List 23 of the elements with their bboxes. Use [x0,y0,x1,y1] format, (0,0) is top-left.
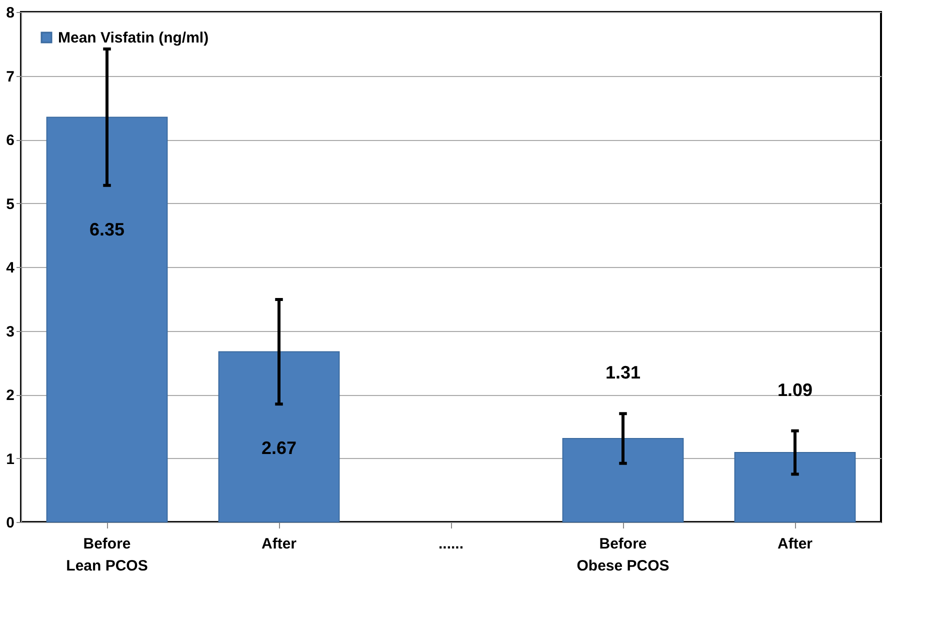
x-tick-label: ...... [438,536,464,552]
y-tick-label: 3 [6,323,14,340]
data-label: 6.35 [89,219,125,240]
y-tick-label: 6 [6,132,14,149]
bar [218,351,340,522]
data-label: 2.67 [261,438,297,458]
bar [46,116,168,522]
data-label: 1.09 [777,380,813,400]
data-label: 1.31 [605,362,641,383]
y-tick-label: 4 [6,260,16,276]
y-tick-label: 2 [6,387,14,404]
bar [562,438,684,522]
y-tick-label: 1 [6,450,14,468]
y-tick-label: 5 [6,196,14,213]
legend-label: Mean Visfatin (ng/ml) [58,30,209,46]
y-tick-label: 8 [6,4,14,22]
bar [734,452,856,522]
x-tick-label: Before Lean PCOS [66,536,148,574]
x-tick-label: Before Obese PCOS [576,536,670,574]
x-tick-label: After [777,536,813,552]
y-tick-label: 0 [6,514,14,532]
x-tick-label: After [261,536,297,552]
y-tick-label: 7 [6,68,14,86]
